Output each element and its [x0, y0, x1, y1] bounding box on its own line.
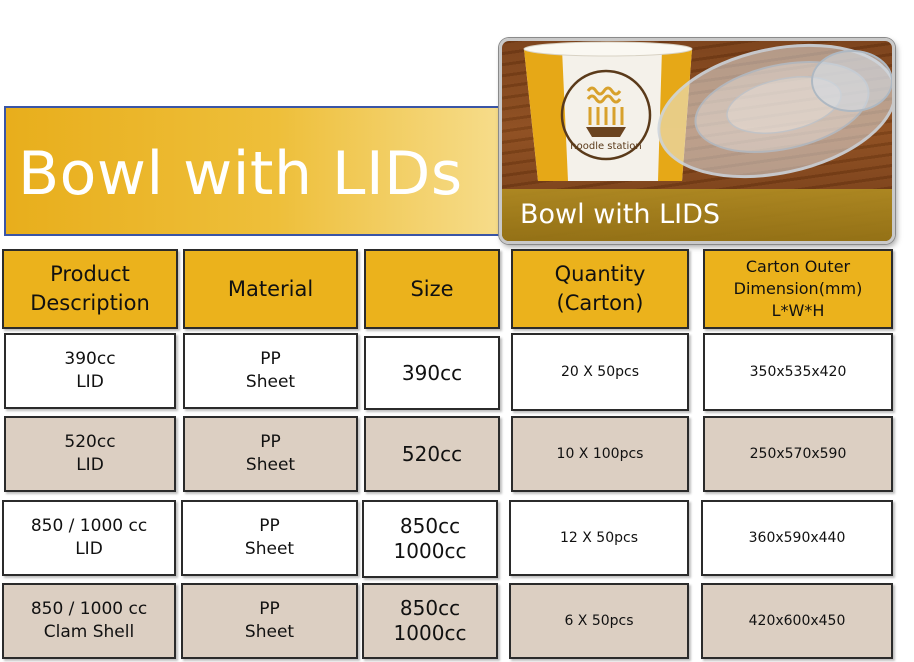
- row4-size: 850cc 1000cc: [362, 583, 498, 659]
- row4-product: 850 / 1000 cc Clam Shell: [2, 583, 176, 659]
- row2-size: 520cc: [364, 416, 500, 492]
- row2-carton: 250x570x590: [703, 416, 893, 492]
- header-product-description: Product Description: [2, 249, 178, 329]
- title-banner: Bowl with LIDs: [4, 106, 500, 236]
- row4-carton: 420x600x450: [701, 583, 893, 659]
- row1-product: 390cc LID: [4, 333, 176, 409]
- row4-material: PP Sheet: [181, 583, 358, 659]
- cup-logo-circle: [560, 69, 652, 161]
- row4-quantity: 6 X 50pcs: [509, 583, 689, 659]
- row3-size: 850cc 1000cc: [362, 500, 498, 578]
- row1-carton: 350x535x420: [703, 333, 893, 411]
- product-photo: noodle station Bowl with LIDS: [499, 38, 895, 244]
- header-size: Size: [364, 249, 500, 329]
- photo-caption: Bowl with LIDS: [502, 189, 892, 241]
- row1-material: PP Sheet: [183, 333, 358, 409]
- row3-material: PP Sheet: [181, 500, 358, 576]
- stacked-lid: [811, 50, 892, 112]
- row3-carton: 360x590x440: [701, 500, 893, 576]
- row3-quantity: 12 X 50pcs: [509, 500, 689, 576]
- bowl-stripe-left: [524, 49, 568, 181]
- row1-size: 390cc: [364, 336, 500, 410]
- row2-material: PP Sheet: [183, 416, 358, 492]
- row2-product: 520cc LID: [4, 416, 176, 492]
- row3-product: 850 / 1000 cc LID: [2, 500, 176, 576]
- row1-quantity: 20 X 50pcs: [511, 333, 689, 411]
- noodle-icon: [586, 86, 624, 125]
- row2-quantity: 10 X 100pcs: [511, 416, 689, 492]
- header-quantity: Quantity (Carton): [511, 249, 689, 329]
- header-material: Material: [183, 249, 358, 329]
- bowl-illustration: noodle station: [523, 41, 892, 181]
- bowl-logo-icon: [586, 127, 626, 137]
- header-carton-dimension: Carton Outer Dimension(mm) L*W*H: [703, 249, 893, 329]
- bowl-rim: [523, 41, 693, 57]
- page-title: Bowl with LIDs: [18, 139, 463, 209]
- cup-brand-text: noodle station: [570, 141, 641, 152]
